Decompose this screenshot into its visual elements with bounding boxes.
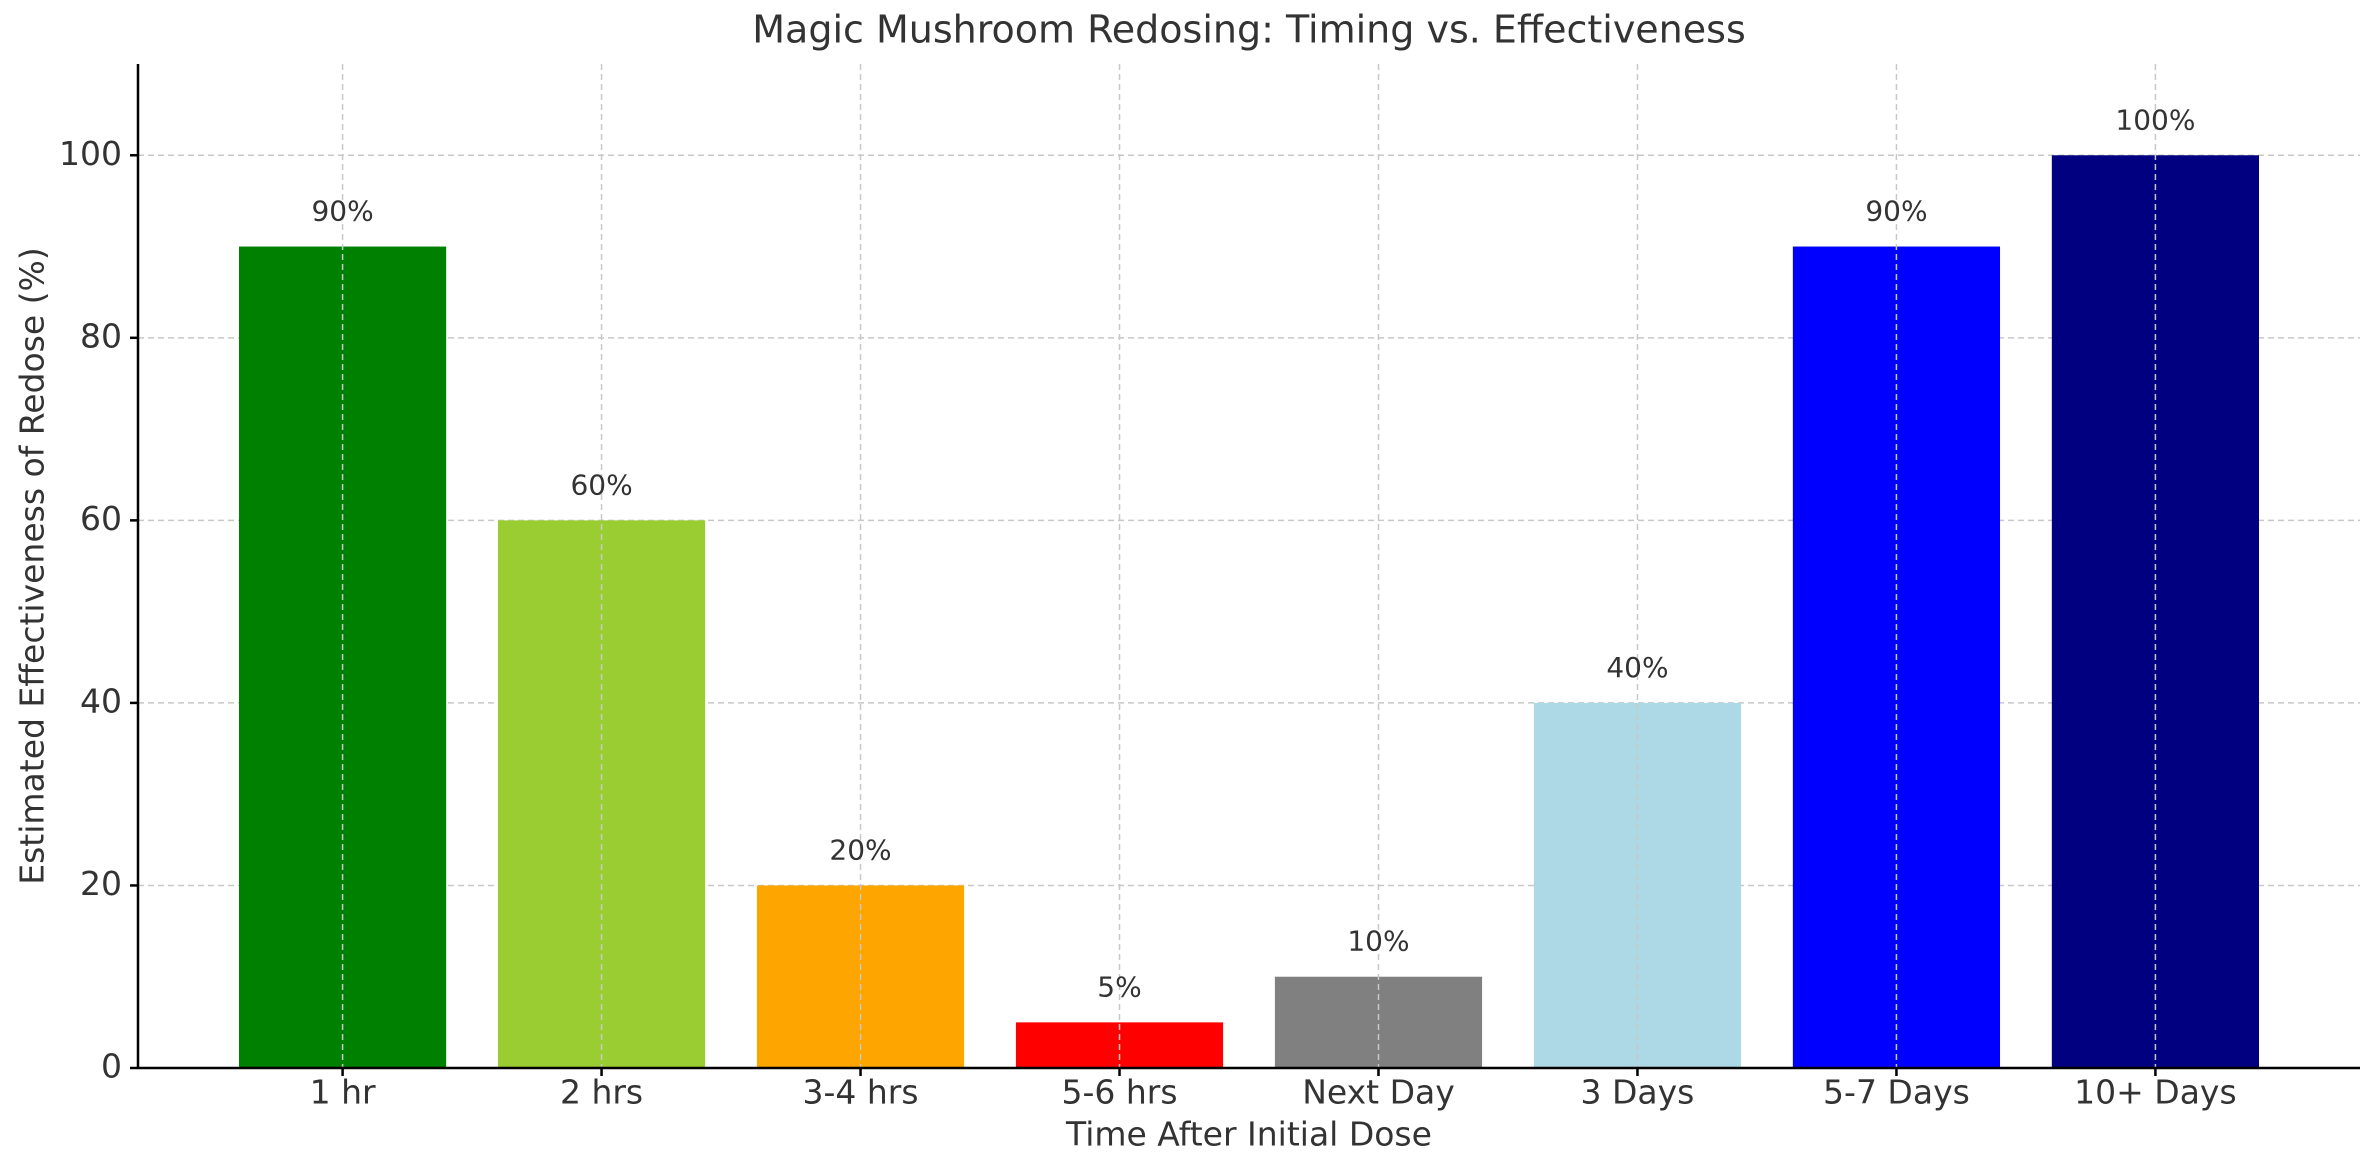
value-label: 5% — [1097, 970, 1141, 1003]
bar — [2051, 155, 2259, 1069]
x-tick-label: Next Day — [1302, 1073, 1455, 1112]
value-label: 60% — [570, 468, 632, 501]
y-tick-label: 20 — [80, 864, 122, 903]
y-tick-label: 40 — [80, 681, 122, 720]
chart-title: Magic Mushroom Redosing: Timing vs. Effe… — [752, 8, 1746, 52]
x-tick-label: 10+ Days — [2074, 1073, 2237, 1112]
x-tick-label: 3 Days — [1581, 1073, 1695, 1112]
value-label: 20% — [829, 833, 891, 866]
value-label: 10% — [1347, 925, 1409, 958]
value-label: 90% — [1865, 195, 1927, 228]
value-label: 40% — [1606, 651, 1668, 684]
y-tick-label: 60 — [80, 499, 122, 538]
y-axis-label: Estimated Effectiveness of Redose (%) — [13, 247, 52, 885]
y-tick-label: 100 — [59, 134, 122, 173]
y-tick-label: 80 — [80, 316, 122, 355]
value-label: 90% — [311, 195, 373, 228]
x-tick-label: 5-7 Days — [1823, 1073, 1970, 1112]
y-tick-label: 0 — [101, 1047, 122, 1086]
x-tick-label: 2 hrs — [560, 1073, 643, 1112]
bar — [1274, 976, 1483, 1068]
x-axis-label: Time After Initial Dose — [1065, 1115, 1432, 1154]
value-label: 100% — [2115, 103, 2195, 136]
x-tick-label: 1 hr — [310, 1073, 376, 1112]
x-tick-label: 5-6 hrs — [1061, 1073, 1177, 1112]
x-tick-label: 3-4 hrs — [802, 1073, 918, 1112]
